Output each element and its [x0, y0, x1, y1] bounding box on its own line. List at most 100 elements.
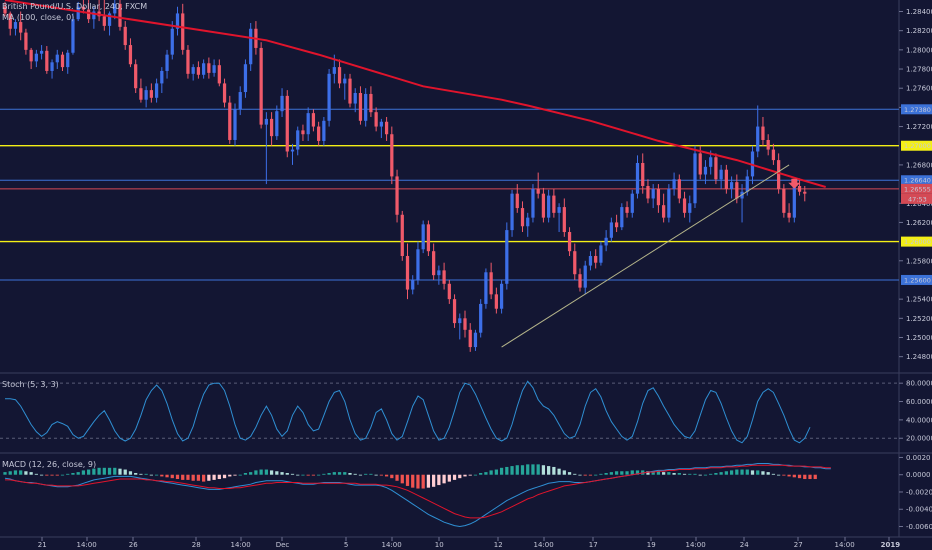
macd-histogram-bar[interactable]: [233, 474, 237, 476]
macd-histogram-bar[interactable]: [724, 471, 728, 475]
macd-legend[interactable]: MACD (12, 26, close, 9): [2, 460, 96, 469]
candle[interactable]: [641, 153, 645, 194]
macd-histogram-bar[interactable]: [808, 474, 812, 480]
candle[interactable]: [714, 153, 718, 185]
candle[interactable]: [520, 201, 525, 233]
macd-histogram-bar[interactable]: [374, 474, 378, 476]
symbol-legend[interactable]: British Pound/U.S. Dollar, 240, FXCM: [2, 2, 147, 11]
macd-histogram-bar[interactable]: [803, 474, 807, 480]
candle[interactable]: [656, 184, 661, 213]
macd-histogram-bar[interactable]: [510, 466, 514, 475]
macd-histogram-bar[interactable]: [39, 474, 44, 476]
macd-histogram-bar[interactable]: [625, 471, 629, 475]
candle[interactable]: [588, 251, 593, 271]
candle[interactable]: [599, 241, 603, 266]
candle[interactable]: [24, 28, 28, 55]
macd-histogram-bar[interactable]: [620, 471, 624, 475]
stoch-legend[interactable]: Stoch (5, 3, 3): [2, 380, 59, 389]
candle[interactable]: [50, 59, 54, 79]
candle[interactable]: [405, 243, 410, 300]
macd-histogram-bar[interactable]: [405, 474, 410, 486]
candle[interactable]: [118, 0, 122, 31]
candle[interactable]: [149, 83, 153, 103]
macd-histogram-bar[interactable]: [526, 464, 530, 475]
macd-histogram-bar[interactable]: [614, 471, 619, 475]
candle[interactable]: [212, 59, 216, 77]
macd-histogram-bar[interactable]: [269, 470, 274, 475]
candle[interactable]: [782, 184, 786, 218]
macd-histogram-bar[interactable]: [547, 466, 551, 475]
candle[interactable]: [625, 201, 629, 218]
macd-histogram-bar[interactable]: [651, 471, 655, 475]
macd-histogram-bar[interactable]: [202, 474, 206, 482]
candle[interactable]: [761, 116, 765, 146]
macd-histogram-bar[interactable]: [395, 474, 399, 481]
macd-histogram-bar[interactable]: [264, 469, 268, 475]
candle[interactable]: [55, 49, 59, 70]
macd-histogram-bar[interactable]: [813, 474, 817, 480]
candle[interactable]: [317, 121, 321, 146]
macd-histogram-bar[interactable]: [19, 470, 23, 475]
macd-histogram-bar[interactable]: [421, 474, 425, 489]
candle[interactable]: [604, 230, 608, 252]
macd-histogram-bar[interactable]: [290, 473, 295, 475]
macd-histogram-bar[interactable]: [92, 468, 96, 475]
macd-histogram-bar[interactable]: [160, 474, 164, 477]
candle[interactable]: [296, 126, 300, 156]
macd-histogram-bar[interactable]: [60, 474, 65, 476]
candle[interactable]: [557, 203, 561, 233]
macd-histogram-bar[interactable]: [243, 472, 248, 475]
candle[interactable]: [547, 189, 551, 223]
macd-histogram-bar[interactable]: [384, 474, 389, 477]
candle[interactable]: [667, 184, 671, 223]
macd-histogram-bar[interactable]: [792, 474, 796, 478]
candle[interactable]: [71, 13, 75, 55]
macd-histogram-bar[interactable]: [29, 472, 33, 475]
candle[interactable]: [384, 116, 389, 141]
candle[interactable]: [348, 73, 352, 108]
candle[interactable]: [3, 1, 7, 17]
macd-histogram-bar[interactable]: [317, 474, 321, 476]
macd-histogram-bar[interactable]: [562, 470, 566, 475]
macd-histogram-bar[interactable]: [662, 472, 666, 475]
macd-histogram-bar[interactable]: [777, 474, 781, 476]
candle[interactable]: [756, 105, 760, 158]
candle[interactable]: [144, 86, 148, 108]
candle[interactable]: [165, 49, 169, 79]
macd-histogram-bar[interactable]: [646, 471, 650, 475]
macd-histogram-bar[interactable]: [740, 469, 744, 475]
candle[interactable]: [196, 61, 201, 79]
candle[interactable]: [45, 46, 49, 74]
macd-histogram-bar[interactable]: [358, 474, 363, 476]
macd-histogram-bar[interactable]: [364, 473, 368, 475]
candle[interactable]: [505, 222, 509, 290]
candle[interactable]: [19, 11, 23, 41]
candle[interactable]: [8, 11, 12, 36]
macd-histogram-bar[interactable]: [50, 474, 54, 476]
macd-histogram-bar[interactable]: [102, 467, 106, 475]
macd-histogram-bar[interactable]: [473, 474, 478, 476]
stochastic-pane[interactable]: [0, 380, 899, 444]
candle[interactable]: [374, 107, 378, 132]
candle[interactable]: [128, 38, 133, 68]
candle[interactable]: [489, 262, 493, 300]
macd-histogram-bar[interactable]: [81, 470, 86, 475]
macd-histogram-bar[interactable]: [567, 472, 572, 475]
macd-histogram-bar[interactable]: [175, 474, 180, 480]
candle[interactable]: [473, 329, 478, 351]
macd-histogram-bar[interactable]: [322, 473, 326, 475]
candle[interactable]: [264, 112, 268, 185]
macd-histogram-bar[interactable]: [134, 472, 138, 475]
candle[interactable]: [672, 172, 676, 196]
macd-histogram-bar[interactable]: [249, 472, 253, 475]
candle[interactable]: [515, 184, 519, 213]
macd-histogram-bar[interactable]: [463, 474, 467, 477]
macd-histogram-bar[interactable]: [97, 467, 101, 475]
macd-histogram-bar[interactable]: [479, 472, 483, 475]
macd-histogram-bar[interactable]: [735, 469, 739, 475]
macd-histogram-bar[interactable]: [285, 472, 289, 475]
macd-histogram-bar[interactable]: [719, 472, 723, 475]
macd-histogram-bar[interactable]: [71, 472, 75, 475]
price-pane[interactable]: [0, 0, 899, 352]
macd-histogram-bar[interactable]: [437, 474, 441, 486]
